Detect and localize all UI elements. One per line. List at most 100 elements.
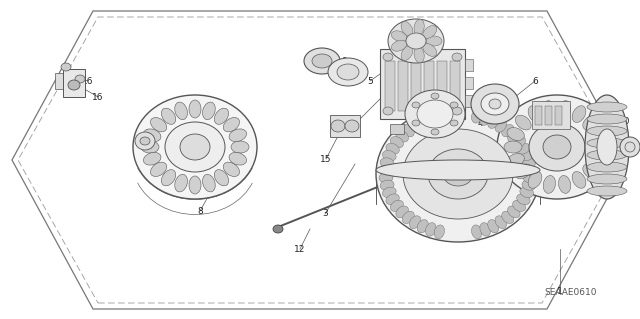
- Ellipse shape: [345, 120, 359, 132]
- Text: 7: 7: [145, 130, 151, 138]
- Ellipse shape: [376, 160, 540, 180]
- Text: 2: 2: [352, 120, 358, 129]
- Ellipse shape: [410, 120, 421, 132]
- Ellipse shape: [150, 162, 166, 176]
- Ellipse shape: [515, 115, 531, 130]
- Ellipse shape: [61, 63, 71, 71]
- Text: 9: 9: [341, 56, 347, 65]
- Ellipse shape: [559, 101, 571, 118]
- Bar: [380, 49, 465, 119]
- Ellipse shape: [150, 117, 166, 132]
- Bar: [411, 61, 421, 111]
- Ellipse shape: [516, 143, 530, 154]
- Ellipse shape: [587, 150, 627, 160]
- Ellipse shape: [522, 180, 536, 190]
- Ellipse shape: [426, 112, 436, 125]
- Ellipse shape: [423, 26, 436, 38]
- Ellipse shape: [143, 129, 161, 142]
- Ellipse shape: [331, 120, 345, 132]
- Ellipse shape: [402, 211, 414, 224]
- Ellipse shape: [583, 115, 598, 130]
- Text: 12: 12: [294, 244, 306, 254]
- Ellipse shape: [214, 170, 228, 186]
- Ellipse shape: [489, 99, 501, 109]
- Ellipse shape: [431, 129, 439, 135]
- Bar: [535, 106, 542, 125]
- Ellipse shape: [328, 58, 368, 86]
- Bar: [532, 101, 570, 129]
- Ellipse shape: [528, 172, 542, 188]
- Bar: [390, 124, 404, 134]
- Ellipse shape: [495, 216, 507, 228]
- Ellipse shape: [401, 21, 413, 36]
- Ellipse shape: [386, 194, 399, 205]
- Text: 15: 15: [320, 154, 332, 164]
- Ellipse shape: [543, 175, 556, 193]
- Ellipse shape: [516, 194, 530, 205]
- Text: 14: 14: [456, 132, 468, 142]
- Bar: [398, 61, 408, 111]
- Ellipse shape: [386, 143, 399, 154]
- Ellipse shape: [180, 134, 210, 160]
- Text: 6: 6: [532, 77, 538, 85]
- Ellipse shape: [412, 120, 420, 126]
- Text: 3: 3: [322, 210, 328, 219]
- Ellipse shape: [405, 90, 465, 138]
- Ellipse shape: [523, 165, 537, 175]
- Ellipse shape: [529, 123, 585, 171]
- Ellipse shape: [417, 219, 428, 233]
- Text: 5: 5: [367, 77, 373, 85]
- Ellipse shape: [392, 31, 407, 42]
- Ellipse shape: [273, 225, 283, 233]
- Text: 11: 11: [620, 145, 631, 153]
- Ellipse shape: [597, 129, 617, 165]
- Ellipse shape: [410, 216, 421, 228]
- Ellipse shape: [68, 80, 80, 90]
- Ellipse shape: [559, 175, 571, 193]
- Ellipse shape: [401, 46, 413, 61]
- Ellipse shape: [396, 130, 408, 142]
- Ellipse shape: [135, 132, 155, 150]
- Ellipse shape: [513, 137, 525, 148]
- Ellipse shape: [376, 106, 540, 242]
- Ellipse shape: [589, 128, 607, 140]
- Text: 16: 16: [83, 77, 93, 85]
- Ellipse shape: [507, 153, 524, 167]
- Ellipse shape: [189, 176, 201, 194]
- Ellipse shape: [406, 33, 426, 49]
- Ellipse shape: [141, 141, 159, 153]
- Ellipse shape: [379, 173, 393, 183]
- Text: 10: 10: [620, 116, 631, 125]
- Bar: [545, 106, 552, 125]
- Ellipse shape: [403, 129, 513, 219]
- Ellipse shape: [450, 120, 458, 126]
- Ellipse shape: [471, 84, 519, 124]
- Ellipse shape: [223, 162, 239, 176]
- Ellipse shape: [472, 225, 482, 239]
- Ellipse shape: [414, 19, 424, 35]
- Ellipse shape: [452, 53, 462, 61]
- Ellipse shape: [515, 164, 531, 179]
- Ellipse shape: [189, 100, 201, 118]
- Ellipse shape: [481, 93, 509, 115]
- Ellipse shape: [390, 200, 403, 211]
- Ellipse shape: [312, 54, 332, 68]
- Ellipse shape: [75, 75, 85, 83]
- Ellipse shape: [504, 141, 522, 153]
- Ellipse shape: [587, 102, 627, 112]
- Ellipse shape: [587, 114, 627, 124]
- Ellipse shape: [161, 170, 176, 186]
- Ellipse shape: [507, 128, 524, 140]
- Bar: [555, 106, 562, 125]
- Text: 13: 13: [444, 130, 456, 138]
- Bar: [424, 61, 434, 111]
- Text: 16: 16: [92, 93, 104, 101]
- Ellipse shape: [229, 129, 246, 142]
- Ellipse shape: [587, 174, 627, 184]
- Ellipse shape: [175, 102, 188, 120]
- Bar: [465, 59, 473, 71]
- Ellipse shape: [402, 124, 414, 137]
- Ellipse shape: [502, 124, 514, 137]
- Ellipse shape: [414, 47, 424, 63]
- Ellipse shape: [140, 137, 150, 145]
